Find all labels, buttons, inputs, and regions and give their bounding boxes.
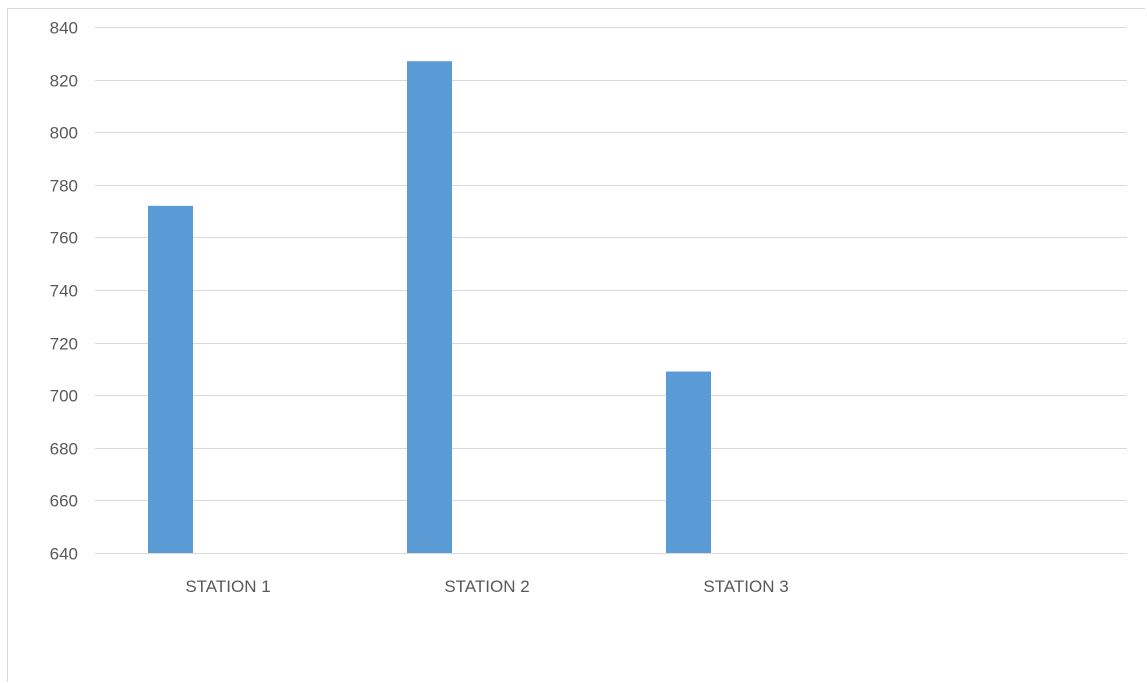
y-tick-label: 680	[50, 440, 78, 459]
bars	[148, 61, 711, 553]
y-tick-label: 660	[50, 492, 78, 511]
y-axis: 640 660 680 700 720 740 760 780 800 820 840	[50, 19, 78, 564]
x-category-label: STATION 1	[185, 577, 270, 596]
bar-station-1	[148, 205, 193, 553]
y-tick-label: 820	[50, 72, 78, 91]
bar-station-3	[666, 371, 711, 553]
x-axis: STATION 1 STATION 2 STATION 3	[185, 577, 788, 596]
y-tick-label: 800	[50, 124, 78, 143]
gridlines	[95, 27, 1127, 554]
y-tick-label: 700	[50, 387, 78, 406]
x-category-label: STATION 3	[703, 577, 788, 596]
chart-frame	[7, 8, 1145, 682]
y-tick-label: 740	[50, 282, 78, 301]
bar-station-2	[407, 61, 452, 553]
y-tick-label: 840	[50, 19, 78, 38]
x-category-label: STATION 2	[444, 577, 529, 596]
y-tick-label: 760	[50, 229, 78, 248]
y-tick-label: 640	[50, 545, 78, 564]
y-tick-label: 720	[50, 335, 78, 354]
y-tick-label: 780	[50, 177, 78, 196]
